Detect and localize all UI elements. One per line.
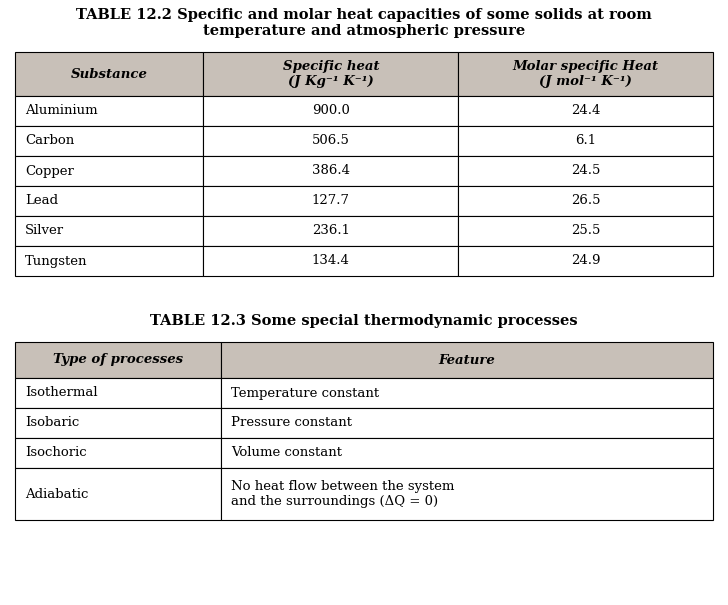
Bar: [221, 408, 713, 438]
Text: Isochoric: Isochoric: [25, 446, 87, 460]
Bar: [15, 52, 203, 96]
Bar: [15, 378, 221, 408]
Bar: [221, 342, 713, 378]
Text: 26.5: 26.5: [571, 194, 601, 208]
Text: Copper: Copper: [25, 165, 74, 177]
Bar: [15, 342, 221, 378]
Text: 386.4: 386.4: [312, 165, 350, 177]
Text: Silver: Silver: [25, 224, 64, 238]
Text: 900.0: 900.0: [312, 105, 349, 117]
Text: Aluminium: Aluminium: [25, 105, 98, 117]
Bar: [15, 408, 221, 438]
Bar: [15, 216, 203, 246]
Bar: [203, 126, 458, 156]
Bar: [203, 156, 458, 186]
Bar: [458, 96, 713, 126]
Bar: [221, 438, 713, 468]
Text: Isobaric: Isobaric: [25, 416, 79, 430]
Bar: [458, 156, 713, 186]
Text: 236.1: 236.1: [312, 224, 350, 238]
Bar: [203, 186, 458, 216]
Bar: [458, 52, 713, 96]
Bar: [221, 468, 713, 520]
Bar: [15, 246, 203, 276]
Bar: [15, 468, 221, 520]
Text: Volume constant: Volume constant: [231, 446, 342, 460]
Text: 24.4: 24.4: [571, 105, 601, 117]
Bar: [203, 216, 458, 246]
Text: Isothermal: Isothermal: [25, 387, 98, 399]
Text: Adiabatic: Adiabatic: [25, 488, 88, 500]
Bar: [15, 126, 203, 156]
Bar: [458, 126, 713, 156]
Text: 134.4: 134.4: [312, 255, 349, 267]
Bar: [15, 186, 203, 216]
Text: Feature: Feature: [438, 353, 495, 367]
Text: Tungsten: Tungsten: [25, 255, 87, 267]
Text: Molar specific Heat
(J mol⁻¹ K⁻¹): Molar specific Heat (J mol⁻¹ K⁻¹): [513, 60, 659, 88]
Bar: [221, 378, 713, 408]
Text: Lead: Lead: [25, 194, 58, 208]
Bar: [203, 246, 458, 276]
Text: No heat flow between the system
and the surroundings (ΔQ = 0): No heat flow between the system and the …: [231, 480, 454, 508]
Bar: [15, 438, 221, 468]
Text: Specific heat
(J Kg⁻¹ K⁻¹): Specific heat (J Kg⁻¹ K⁻¹): [282, 60, 379, 88]
Text: Type of processes: Type of processes: [53, 353, 183, 367]
Text: Substance: Substance: [71, 68, 148, 80]
Text: Pressure constant: Pressure constant: [231, 416, 352, 430]
Text: 6.1: 6.1: [575, 134, 596, 148]
Bar: [15, 96, 203, 126]
Bar: [203, 52, 458, 96]
Bar: [458, 246, 713, 276]
Bar: [458, 216, 713, 246]
Bar: [203, 96, 458, 126]
Text: Temperature constant: Temperature constant: [231, 387, 379, 399]
Text: 24.5: 24.5: [571, 165, 601, 177]
Text: 506.5: 506.5: [312, 134, 349, 148]
Text: 25.5: 25.5: [571, 224, 601, 238]
Bar: [458, 186, 713, 216]
Text: Carbon: Carbon: [25, 134, 74, 148]
Text: 24.9: 24.9: [571, 255, 601, 267]
Bar: [15, 156, 203, 186]
Text: TABLE 12.3 Some special thermodynamic processes: TABLE 12.3 Some special thermodynamic pr…: [150, 314, 578, 328]
Text: TABLE 12.2 Specific and molar heat capacities of some solids at room
temperature: TABLE 12.2 Specific and molar heat capac…: [76, 8, 652, 38]
Text: 127.7: 127.7: [312, 194, 350, 208]
